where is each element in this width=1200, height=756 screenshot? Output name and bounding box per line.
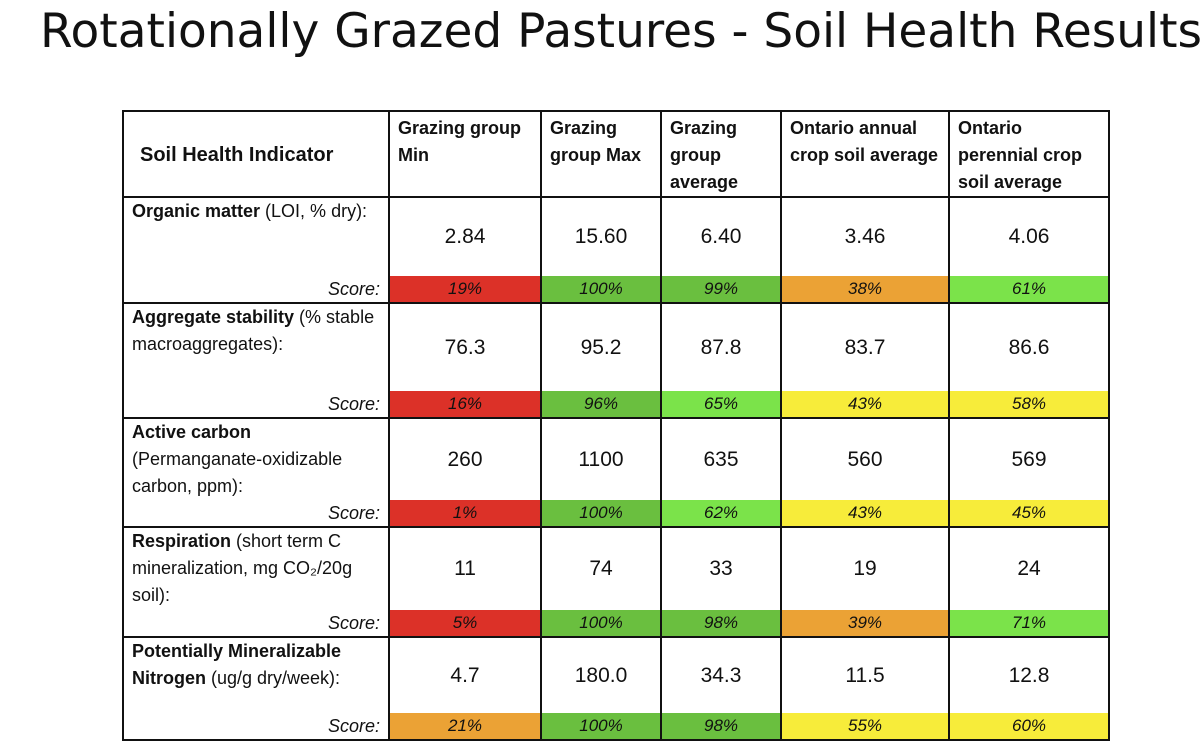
indicator-name: Potentially Mineralizable Nitrogen	[132, 641, 342, 688]
indicator-name: Respiration	[132, 531, 232, 551]
indicator: Organic matter (LOI, % dry):	[122, 197, 390, 276]
slide-title: Rotationally Grazed Pastures - Soil Heal…	[40, 4, 1200, 59]
value-row: Potentially Mineralizable Nitrogen (ug/g…	[122, 637, 1110, 713]
score-cell: 60%	[948, 713, 1110, 741]
score-cell: 19%	[388, 276, 542, 304]
value-row: Organic matter (LOI, % dry): 2.84 15.60 6.4…	[122, 197, 1110, 276]
column-header: Grazing group average	[660, 110, 782, 198]
value-cell: 11	[388, 527, 542, 610]
indicator-detail: (Permanganate-oxidizable carbon, ppm):	[132, 449, 343, 496]
column-header: Ontario annual crop soil average	[780, 110, 950, 198]
indicator: Potentially Mineralizable Nitrogen (ug/g…	[122, 637, 390, 713]
score-row: Score: 19% 100% 99% 38% 61%	[122, 276, 1110, 304]
score-label: Score:	[122, 500, 390, 528]
score-row: Score: 16% 96% 65% 43% 58%	[122, 391, 1110, 419]
value-cell: 86.6	[948, 303, 1110, 391]
indicator-detail: (ug/g dry/week):	[206, 668, 341, 688]
value-cell: 3.46	[780, 197, 950, 276]
score-cell: 100%	[540, 276, 662, 304]
score-cell: 43%	[780, 391, 950, 419]
score-label: Score:	[122, 713, 390, 741]
indicator-name: Active carbon	[132, 422, 252, 442]
indicator-name: Aggregate stability	[132, 307, 295, 327]
table-body: Soil Health Indicator Grazing group Min Gr…	[122, 110, 1110, 741]
score-cell: 100%	[540, 610, 662, 638]
column-header: Soil Health Indicator	[122, 110, 390, 198]
value-cell: 87.8	[660, 303, 782, 391]
value-cell: 74	[540, 527, 662, 610]
score-cell: 55%	[780, 713, 950, 741]
value-cell: 2.84	[388, 197, 542, 276]
score-cell: 100%	[540, 500, 662, 528]
value-cell: 24	[948, 527, 1110, 610]
score-cell: 21%	[388, 713, 542, 741]
column-header: Ontario perennial crop soil average	[948, 110, 1110, 198]
score-label: Score:	[122, 391, 390, 419]
indicator: Aggregate stability (% stable macroaggre…	[122, 303, 390, 391]
score-cell: 98%	[660, 713, 782, 741]
score-cell: 39%	[780, 610, 950, 638]
score-cell: 71%	[948, 610, 1110, 638]
score-row: Score: 5% 100% 98% 39% 71%	[122, 610, 1110, 638]
score-row: Score: 21% 100% 98% 55% 60%	[122, 713, 1110, 741]
score-cell: 62%	[660, 500, 782, 528]
score-label: Score:	[122, 276, 390, 304]
value-cell: 260	[388, 418, 542, 500]
score-cell: 58%	[948, 391, 1110, 419]
value-cell: 34.3	[660, 637, 782, 713]
score-cell: 65%	[660, 391, 782, 419]
value-cell: 15.60	[540, 197, 662, 276]
indicator: Active carbon (Permanganate-oxidizable c…	[122, 418, 390, 500]
score-cell: 16%	[388, 391, 542, 419]
header-row: Soil Health Indicator Grazing group Min Gr…	[122, 110, 1110, 198]
soil-table: Soil Health Indicator Grazing group Min Gr…	[122, 110, 1110, 741]
score-row: Score: 1% 100% 62% 43% 45%	[122, 500, 1110, 528]
score-cell: 99%	[660, 276, 782, 304]
value-cell: 1100	[540, 418, 662, 500]
indicator-name: Organic matter	[132, 201, 261, 221]
value-row: Aggregate stability (% stable macroaggre…	[122, 303, 1110, 391]
indicator-detail: (% stable macroaggregates):	[132, 307, 375, 354]
column-header: Grazing group Max	[540, 110, 662, 198]
score-cell: 5%	[388, 610, 542, 638]
score-cell: 43%	[780, 500, 950, 528]
score-cell: 45%	[948, 500, 1110, 528]
score-label: Score:	[122, 610, 390, 638]
value-cell: 19	[780, 527, 950, 610]
score-cell: 98%	[660, 610, 782, 638]
score-cell: 38%	[780, 276, 950, 304]
value-cell: 95.2	[540, 303, 662, 391]
score-cell: 1%	[388, 500, 542, 528]
value-cell: 33	[660, 527, 782, 610]
value-row: Respiration (short term C mineralization…	[122, 527, 1110, 610]
value-cell: 4.06	[948, 197, 1110, 276]
indicator-detail: (short term C mineralization, mg CO₂/20g…	[132, 531, 353, 605]
value-cell: 6.40	[660, 197, 782, 276]
score-cell: 96%	[540, 391, 662, 419]
value-cell: 76.3	[388, 303, 542, 391]
value-cell: 4.7	[388, 637, 542, 713]
value-cell: 11.5	[780, 637, 950, 713]
column-header: Grazing group Min	[388, 110, 542, 198]
indicator: Respiration (short term C mineralization…	[122, 527, 390, 610]
value-cell: 83.7	[780, 303, 950, 391]
value-cell: 12.8	[948, 637, 1110, 713]
score-cell: 100%	[540, 713, 662, 741]
score-cell: 61%	[948, 276, 1110, 304]
value-row: Active carbon (Permanganate-oxidizable c…	[122, 418, 1110, 500]
indicator-detail: (LOI, % dry):	[260, 201, 368, 221]
value-cell: 180.0	[540, 637, 662, 713]
value-cell: 560	[780, 418, 950, 500]
value-cell: 635	[660, 418, 782, 500]
value-cell: 569	[948, 418, 1110, 500]
